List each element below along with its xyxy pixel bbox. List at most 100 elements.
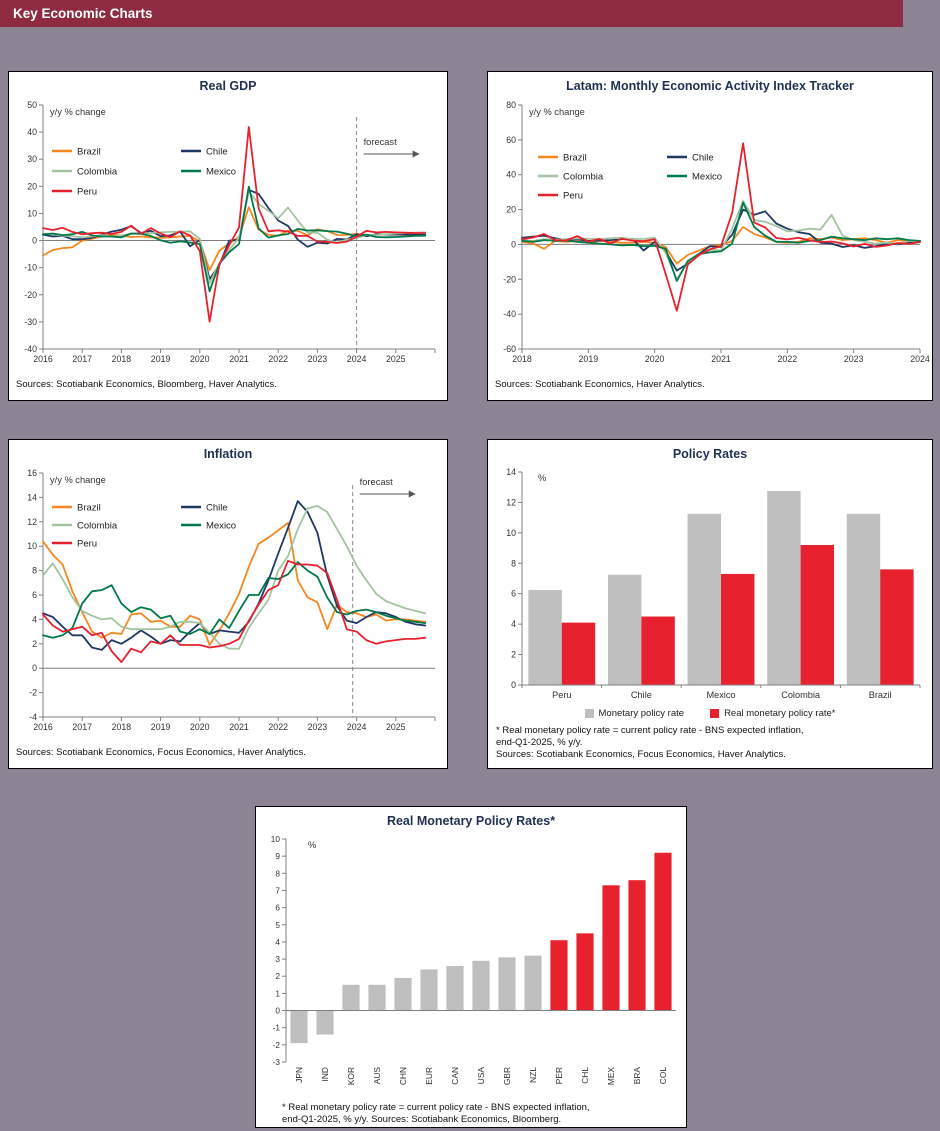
svg-text:6: 6 (511, 589, 516, 599)
svg-text:2021: 2021 (711, 354, 731, 364)
svg-text:MEX: MEX (606, 1067, 616, 1086)
svg-text:7: 7 (275, 885, 280, 895)
svg-text:14: 14 (27, 492, 37, 502)
svg-text:y/y % change: y/y % change (50, 475, 106, 485)
chart-title-latam-activity: Latam: Monthly Economic Activity Index T… (566, 79, 854, 93)
legend-label-real-monetary-policy-rate: Real monetary policy rate* (724, 707, 836, 719)
chart-title-policy-rates: Policy Rates (672, 447, 748, 461)
svg-text:Peru: Peru (77, 187, 97, 198)
svg-text:10: 10 (27, 208, 37, 218)
svg-text:Colombia: Colombia (77, 521, 118, 532)
red-bar-swatch-icon (710, 708, 720, 718)
svg-text:Mexico: Mexico (206, 521, 236, 532)
svg-text:Colombia: Colombia (77, 167, 118, 178)
svg-text:2019: 2019 (151, 354, 171, 364)
svg-text:2024: 2024 (910, 354, 930, 364)
svg-text:JPN: JPN (294, 1067, 304, 1083)
svg-text:2024: 2024 (347, 354, 367, 364)
svg-text:Colombia: Colombia (781, 690, 821, 700)
svg-text:80: 80 (506, 100, 516, 110)
svg-text:4: 4 (511, 619, 516, 629)
chart-sources-latam-activity: Sources: Scotiabank Economics, Haver Ana… (495, 379, 705, 390)
svg-text:10: 10 (271, 834, 281, 844)
svg-text:6: 6 (32, 590, 37, 600)
svg-text:Brazil: Brazil (869, 690, 892, 700)
real-monetary-policy-rates-plot: -3 -2 -1 0 1 2 3 4 5 6 7 8 9 10 JPN IND KOR AUS CHN EUR CAN U… (271, 834, 676, 1086)
svg-text:Chile: Chile (631, 690, 652, 700)
svg-text:2023: 2023 (308, 354, 328, 364)
footnote-line: * Real monetary policy rate = current po… (496, 725, 804, 736)
svg-text:2023: 2023 (844, 354, 864, 364)
svg-text:y/y % change: y/y % change (529, 107, 585, 117)
svg-text:12: 12 (506, 497, 516, 507)
svg-text:-10: -10 (24, 263, 37, 273)
svg-text:40: 40 (506, 170, 516, 180)
svg-text:Colombia: Colombia (563, 172, 604, 183)
svg-text:1: 1 (275, 988, 280, 998)
svg-text:-20: -20 (503, 274, 516, 284)
footnote-line: end-Q1-2025, % y/y. Sources: Scotiabank … (282, 1113, 562, 1125)
svg-text:-40: -40 (24, 344, 37, 354)
page-title: Key Economic Charts (13, 6, 153, 21)
svg-text:Chile: Chile (692, 153, 714, 164)
svg-text:NZL: NZL (528, 1067, 538, 1083)
svg-text:6: 6 (275, 903, 280, 913)
svg-text:CHL: CHL (580, 1067, 590, 1084)
svg-text:2023: 2023 (308, 722, 328, 732)
svg-text:COL: COL (658, 1067, 668, 1085)
svg-text:2018: 2018 (112, 354, 132, 364)
svg-text:2: 2 (32, 639, 37, 649)
chart-panel-inflation: Inflation -4 -2 0 2 4 6 8 10 12 14 16 2016 2017 2018 2… (8, 439, 448, 769)
chart-sources-inflation: Sources: Scotiabank Economics, Focus Eco… (16, 747, 306, 758)
svg-text:8: 8 (275, 868, 280, 878)
legend-label-monetary-policy-rate: Monetary policy rate (598, 707, 685, 719)
svg-text:-1: -1 (273, 1023, 281, 1033)
latam-activity-plot: -60 -40 -20 0 20 40 60 80 2018 2019 2020 2021 2022 20… (503, 100, 930, 364)
svg-text:Chile: Chile (206, 503, 228, 514)
svg-text:9: 9 (275, 851, 280, 861)
svg-text:Peru: Peru (77, 539, 97, 550)
real-gdp-plot: -40 -30 -20 -10 0 10 20 30 40 50 2016 2017 2018 2019 2… (24, 100, 436, 364)
svg-text:2019: 2019 (151, 722, 171, 732)
svg-text:4: 4 (32, 614, 37, 624)
svg-text:2017: 2017 (72, 354, 92, 364)
svg-text:50: 50 (27, 100, 37, 110)
chart-panel-real-monetary-policy-rates: Real Monetary Policy Rates* -3 -2 -1 0 1 2 3 4 5… (255, 806, 687, 1128)
svg-text:-30: -30 (24, 317, 37, 327)
svg-text:y/y % change: y/y % change (50, 107, 106, 117)
svg-text:-20: -20 (24, 290, 37, 300)
legend-item-monetary-policy-rate: Monetary policy rate (584, 707, 685, 719)
svg-text:2024: 2024 (347, 722, 367, 732)
chart-panel-latam-activity: Latam: Monthly Economic Activity Index T… (487, 71, 933, 401)
svg-text:-3: -3 (273, 1057, 281, 1067)
svg-text:Mexico: Mexico (692, 172, 722, 183)
svg-text:30: 30 (27, 154, 37, 164)
svg-text:2017: 2017 (72, 722, 92, 732)
policy-rates-footnote: * Real monetary policy rate = current po… (488, 721, 932, 761)
svg-text:10: 10 (506, 528, 516, 538)
svg-text:AUS: AUS (372, 1067, 382, 1085)
svg-text:forecast: forecast (364, 137, 397, 147)
svg-text:2018: 2018 (512, 354, 532, 364)
svg-text:0: 0 (511, 680, 516, 690)
svg-text:-40: -40 (503, 309, 516, 319)
svg-text:12: 12 (27, 517, 37, 527)
svg-text:2018: 2018 (112, 722, 132, 732)
svg-text:USA: USA (476, 1067, 486, 1085)
svg-text:KOR: KOR (346, 1067, 356, 1085)
svg-text:Brazil: Brazil (77, 147, 101, 158)
svg-text:14: 14 (506, 467, 516, 477)
svg-text:CHN: CHN (398, 1067, 408, 1085)
svg-text:10: 10 (27, 541, 37, 551)
policy-rates-plot: 0 2 4 6 8 10 12 14 Peru Chile Mexico Colombia Brazil… (506, 467, 921, 700)
svg-text:40: 40 (27, 127, 37, 137)
svg-text:BRA: BRA (632, 1067, 642, 1085)
svg-text:Brazil: Brazil (77, 503, 101, 514)
chart-title-real-monetary-policy-rates: Real Monetary Policy Rates* (386, 814, 556, 828)
svg-text:2025: 2025 (386, 722, 406, 732)
svg-text:GBR: GBR (502, 1067, 512, 1085)
svg-text:forecast: forecast (360, 477, 393, 487)
svg-text:0: 0 (32, 236, 37, 246)
svg-text:2: 2 (275, 971, 280, 981)
